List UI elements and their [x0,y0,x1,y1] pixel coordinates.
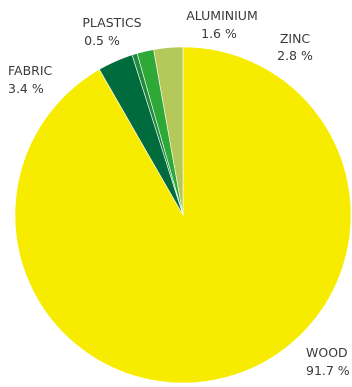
slice-value-fabric: 3.4 % [8,81,44,96]
slice-label-zinc: ZINC [280,31,311,46]
slice-label-wood: WOOD [306,345,348,360]
slice-value-wood: 91.7 % [306,363,350,378]
slice-label-aluminium: ALUMINIUM [186,8,257,23]
slice-value-aluminium: 1.6 % [201,26,237,41]
pie-slice-zinc [153,46,184,216]
slice-label-plastics: PLASTICS [82,15,141,30]
pie-slices [14,46,352,384]
slice-label-fabric: FABRIC [8,63,53,78]
slice-value-plastics: 0.5 % [84,33,120,48]
slice-value-zinc: 2.8 % [277,48,313,63]
